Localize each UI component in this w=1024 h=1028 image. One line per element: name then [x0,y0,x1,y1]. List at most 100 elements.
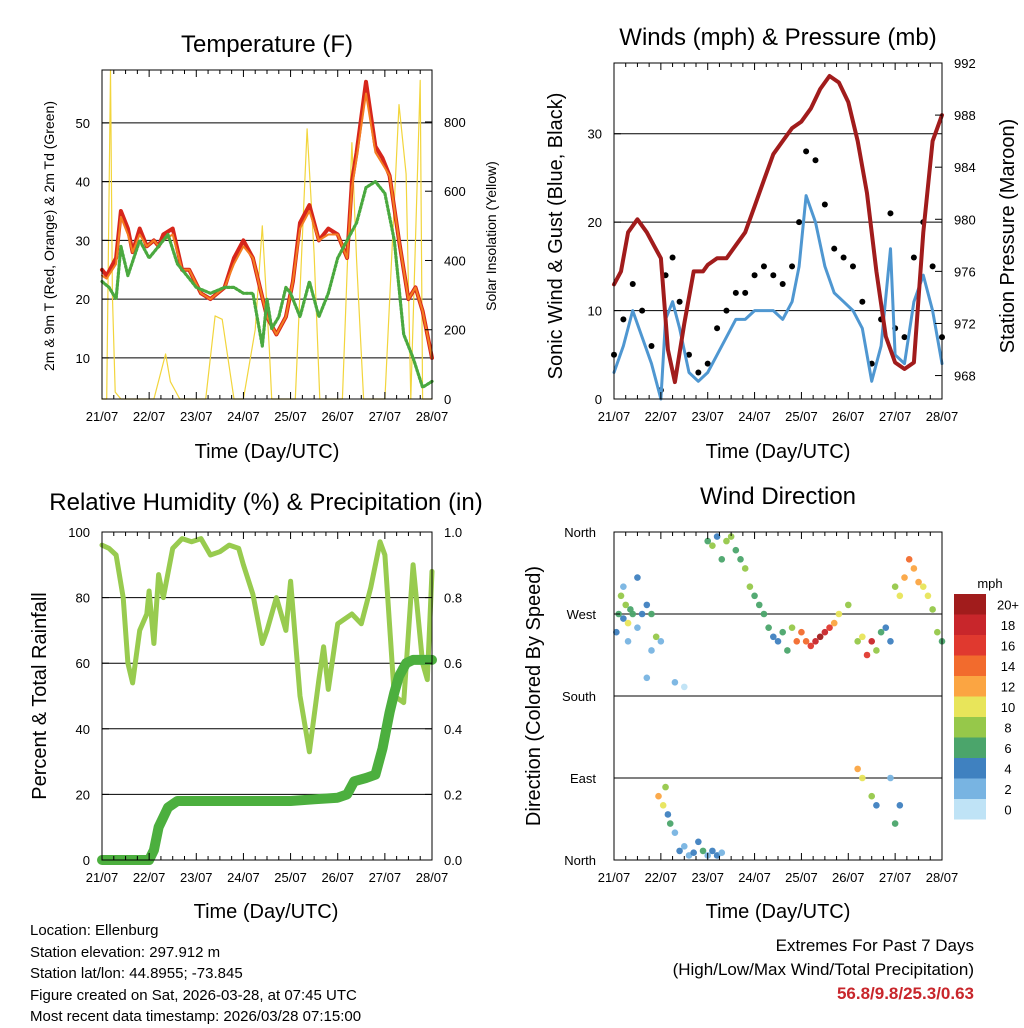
dir-direction-point-5 [624,619,632,627]
wind-x-tick-label-7: 28/07 [926,409,959,424]
extremes-subheading: (High/Low/Max Wind/Total Precipitation) [672,960,974,979]
dir-direction-point-61 [859,633,866,641]
wind-gust-point-10 [695,369,702,376]
rh-x-tick-label-1: 22/07 [133,870,166,885]
dir-direction-point-43 [765,624,772,631]
wind-gust-point-16 [751,272,758,279]
wind-gust-point-36 [929,263,936,270]
dir-direction-point-39 [746,583,754,590]
wind-gust-point-23 [812,157,819,164]
dir-direction-point-59 [844,601,852,609]
wind-right-tick-label-6: 992 [954,56,976,71]
wind-gust-point-26 [840,254,847,261]
temp-right-tick-label-0: 0 [444,392,451,407]
dir-direction-point-14 [655,792,662,800]
temp-x-tick-label-6: 27/07 [369,409,402,424]
dir-direction-point-23 [690,849,697,857]
dir-direction-point-10 [643,601,651,609]
dir-direction-point-80 [634,574,641,581]
dir-direction-point-55 [821,628,829,636]
dir-direction-point-46 [779,628,786,636]
wind-gust-point-11 [704,360,711,367]
figure-created: Figure created on Sat, 2026-03-28, at 07… [30,986,357,1004]
dir-direction-point-65 [877,628,885,636]
dir-direction-point-33 [718,556,726,563]
dir-direction-point-60 [854,638,861,645]
dir-direction-point-34 [723,537,730,545]
dir-direction-point-15 [659,802,667,809]
dir-direction-point-52 [807,642,815,650]
speed-legend-swatch-4 [954,676,986,697]
wind-right-tick-label-4: 984 [954,160,976,175]
rh-x-tick-label-0: 21/07 [86,870,119,885]
speed-legend-label-2: 16 [1001,638,1015,653]
rh-x-tick-label-6: 27/07 [369,870,402,885]
temp-x-tick-label-2: 23/07 [180,409,213,424]
dir-direction-point-32 [713,533,721,540]
dir-direction-point-62 [863,651,871,659]
wind-x-tick-label-5: 26/07 [832,409,865,424]
temp-series-2m-td [100,180,434,389]
wind-gust-point-21 [796,219,803,226]
wind-gust-point-34 [910,254,917,261]
dir-direction-point-29 [718,849,726,857]
speed-legend-label-10: 0 [1004,802,1011,817]
dir-direction-point-16 [662,783,669,791]
temp-right-tick-label-1: 200 [444,323,466,338]
dir-direction-point-12 [652,633,660,641]
wind-gust-point-1 [620,316,627,323]
dir-direction-point-25 [699,847,707,855]
direction-panel: Wind Direction Time (Day/UTC) Direction … [523,483,1019,923]
dir-direction-point-30 [704,537,712,545]
dir-direction-point-69 [896,592,904,600]
dir-direction-point-70 [901,574,908,581]
winds-y-axis-title: Sonic Wind & Gust (Blue, Black) [545,93,567,380]
rh-series-total-precipitation [97,654,437,865]
winds-x-axis-title: Time (Day/UTC) [706,441,851,463]
temp-y-tick-label-4: 50 [76,116,90,131]
dir-direction-point-40 [751,592,758,600]
temp-right-tick-label-4: 800 [444,115,466,130]
speed-legend-swatch-9 [954,778,986,799]
speed-legend-swatch-0 [954,594,986,615]
dir-x-tick-label-0: 21/07 [598,870,631,885]
wind-gust-point-19 [779,281,786,288]
wind-gust-point-4 [648,342,655,349]
temperature-x-axis-title: Time (Day/UTC) [195,441,340,463]
dir-direction-point-36 [732,546,740,554]
winds-right-axis-title: Station Pressure (Maroon) [997,119,1019,354]
station-info: Location: Ellenburg Station elevation: 2… [30,920,361,1028]
wind-gust-point-25 [831,245,838,252]
dir-direction-point-88 [868,792,876,800]
temp-x-tick-label-4: 25/07 [274,409,307,424]
rh-x-tick-label-2: 23/07 [180,870,213,885]
dir-direction-point-84 [671,679,679,686]
dir-direction-point-66 [882,624,890,631]
dir-direction-point-2 [617,592,625,600]
wind-y-tick-label-3: 30 [588,127,602,142]
dir-x-tick-label-2: 23/07 [691,870,724,885]
wind-x-tick-label-4: 25/07 [785,409,818,424]
rh-right-tick-label-1: 0.2 [444,787,462,802]
temp-plot-frame [101,69,433,400]
dir-direction-point-77 [934,628,941,636]
temp-series-9m-t [101,92,433,359]
dir-direction-point-72 [910,565,918,572]
temp-x-tick-label-3: 24/07 [227,409,260,424]
wind-right-tick-label-5: 988 [954,108,976,123]
wind-gust-point-9 [685,351,692,358]
wind-right-tick-label-3: 980 [954,212,976,227]
winds-title: Winds (mph) & Pressure (mb) [619,24,936,51]
temp-x-tick-label-0: 21/07 [86,409,119,424]
rh-y-tick-label-2: 40 [76,722,90,737]
dir-direction-point-83 [643,674,651,682]
extremes-values: 56.8/9.8/25.3/0.63 [836,984,974,1003]
dir-direction-point-49 [793,638,801,645]
dir-direction-point-91 [896,802,904,809]
wind-right-tick-label-2: 976 [954,264,976,279]
temperature-title: Temperature (F) [181,31,353,58]
temp-series-solar-insolation [101,69,433,400]
dir-x-tick-label-6: 27/07 [879,870,912,885]
wind-gust-point-17 [760,263,767,270]
station-latlon: Station lat/lon: 44.8955; -73.845 [30,965,243,982]
